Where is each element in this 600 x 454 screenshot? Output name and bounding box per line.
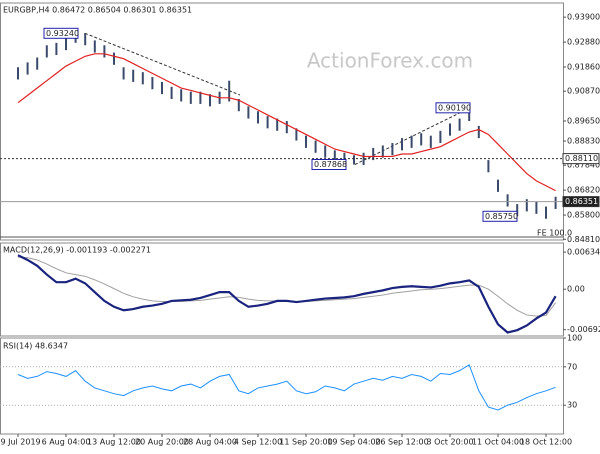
x-tick-label: 29 Jul 2019 xyxy=(0,438,41,447)
x-tick-label: 3 Oct 20:00 xyxy=(426,438,473,447)
x-tick-label: 11 Sep 20:00 xyxy=(279,438,332,447)
y-tick-label: 0.85800 xyxy=(567,211,600,220)
level-label: 0.86351 xyxy=(565,197,598,206)
x-tick-label: 4 Sep 12:00 xyxy=(234,438,282,447)
moving-average xyxy=(17,53,556,192)
fe-label: FE 100.0 xyxy=(537,229,572,238)
panel-title: RSI(14) 48.6347 xyxy=(3,342,68,351)
macd-line xyxy=(17,254,557,334)
annotation-label: 0.85750 xyxy=(485,212,518,221)
y-tick-label: 0.92880 xyxy=(567,38,600,47)
y-tick-label: 0.87840 xyxy=(567,161,600,170)
annotation-box xyxy=(43,27,79,39)
rsi-line xyxy=(17,364,556,411)
x-tick-label: 19 Sep 04:00 xyxy=(327,438,380,447)
trend-line xyxy=(84,32,241,96)
x-tick-label: 20 Aug 20:00 xyxy=(135,438,189,447)
level-label: 0.88110 xyxy=(565,154,598,163)
y-tick-label: 70 xyxy=(567,362,577,371)
y-tick-label: 0.93900 xyxy=(567,13,600,22)
watermark: ActionForex.com xyxy=(307,49,473,73)
x-tick-label: 6 Aug 04:00 xyxy=(42,438,91,447)
annotation-box xyxy=(311,159,347,171)
y-tick-label: 0.88830 xyxy=(567,137,600,146)
y-tick-label: -0.006923 xyxy=(567,325,600,334)
annotation-box xyxy=(482,210,518,222)
annotation-label: 0.93240 xyxy=(46,29,79,38)
x-tick-label: 11 Oct 04:00 xyxy=(472,438,524,447)
x-tick-label: 13 Aug 12:00 xyxy=(87,438,141,447)
annotation-label: 0.90190 xyxy=(438,103,471,112)
y-tick-label: 0.86820 xyxy=(567,186,600,195)
y-tick-label: 0.91860 xyxy=(567,63,600,72)
chart-title: EURGBP,H4 0.86472 0.86504 0.86301 0.8635… xyxy=(3,6,192,15)
panel-frame xyxy=(0,337,564,435)
panel-title: MACD(12,26,9) -0.001193 -0.002271 xyxy=(3,246,151,255)
level-tag xyxy=(562,196,600,208)
x-tick-label: 18 Oct 12:00 xyxy=(520,438,572,447)
annotation-box xyxy=(435,102,471,114)
x-tick-label: 28 Aug 04:00 xyxy=(183,438,237,447)
y-tick-label: 0.90870 xyxy=(567,87,600,96)
y-tick-label: 0.89650 xyxy=(567,117,600,126)
level-tag xyxy=(562,153,600,165)
y-tick-label: 100 xyxy=(567,334,582,343)
y-tick-label: 0.006341 xyxy=(567,248,600,257)
y-tick-label: 30 xyxy=(567,401,577,410)
y-tick-label: 0.00 xyxy=(567,285,585,294)
annotation-label: 0.87868 xyxy=(314,160,347,169)
x-tick-label: 26 Sep 12:00 xyxy=(375,438,428,447)
y-tick-label: 0.84810 xyxy=(567,235,600,244)
